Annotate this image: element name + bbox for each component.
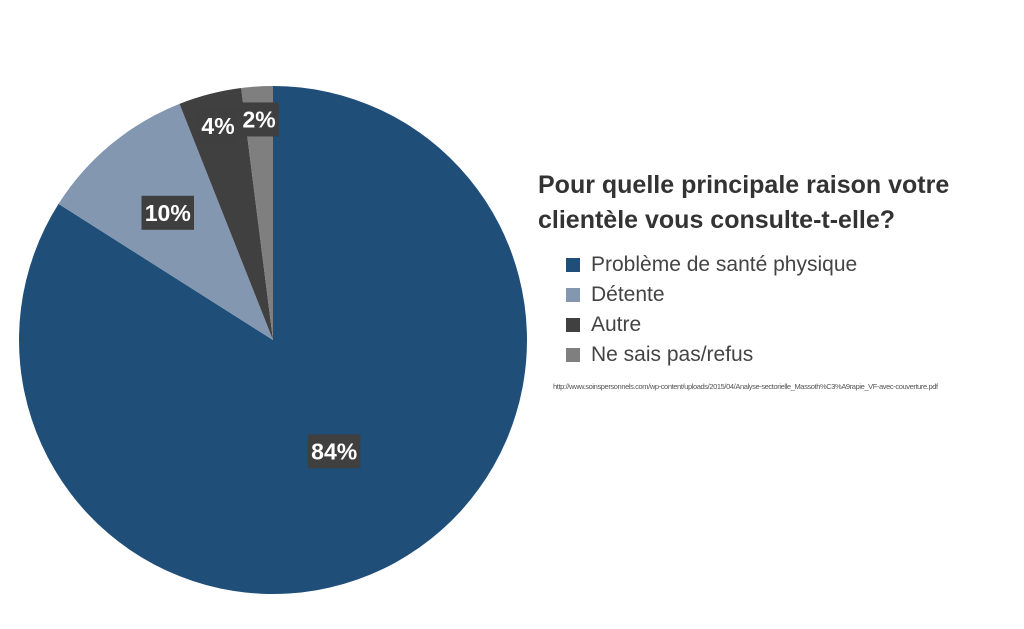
legend-item-ne-sais-pas: Ne sais pas/refus (566, 340, 857, 370)
data-label-box (307, 434, 361, 469)
legend-label-autre: Autre (591, 313, 642, 336)
data-label-text: 2% (242, 106, 275, 132)
legend-swatch-detente (566, 288, 580, 302)
chart-title: Pour quelle principale raison votre clie… (538, 171, 950, 234)
data-label-probleme-de-sante-physique: 84% (307, 434, 361, 469)
data-label-text: 4% (201, 113, 234, 139)
legend-label-detente: Détente (591, 283, 665, 306)
data-label-box (239, 102, 279, 137)
source-url: http://www.soinspersonnels.com/wp-conten… (553, 382, 938, 391)
legend-label-sante-physique: Problème de santé physique (591, 253, 858, 276)
data-label-text: 10% (145, 200, 191, 226)
pie-slice-autre (179, 88, 273, 340)
data-label-box (198, 108, 238, 143)
legend-item-detente: Détente (566, 280, 857, 310)
pie-slice-probleme-de-sante-physique (18, 86, 527, 594)
legend-label-ne-sais-pas: Ne sais pas/refus (591, 343, 754, 366)
legend-item-autre: Autre (566, 310, 857, 340)
data-label-text: 84% (311, 438, 357, 464)
legend-swatch-sante-physique (566, 258, 580, 272)
legend-swatch-ne-sais-pas (566, 348, 580, 362)
legend-item-sante-physique: Problème de santé physique (566, 250, 857, 280)
pie-data-labels: 84% 10% 4% 2% (141, 102, 361, 469)
data-label-ne-sais-pas-refus: 2% (239, 102, 279, 137)
data-label-box (141, 195, 195, 230)
chart-legend: Problème de santé physique Détente Autre… (566, 250, 857, 370)
pie-slices (18, 86, 527, 594)
data-label-autre: 4% (198, 108, 238, 143)
data-label-detente: 10% (141, 195, 195, 230)
legend-swatch-autre (566, 318, 580, 332)
pie-slice-ne-sais-pas-refus (241, 86, 273, 340)
